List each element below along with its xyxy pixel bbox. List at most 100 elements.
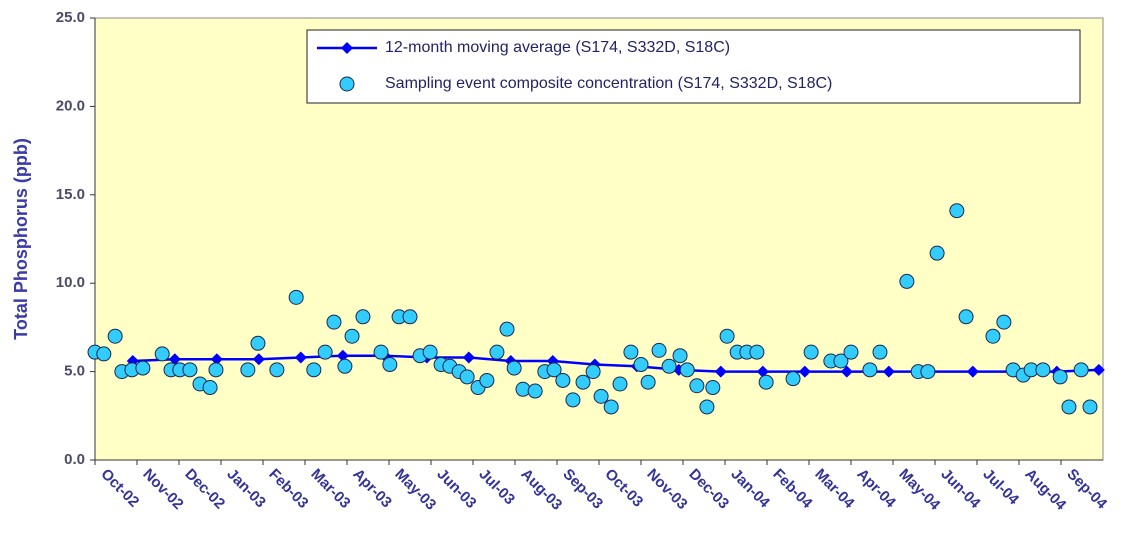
sample-point — [546, 362, 562, 378]
sample-point — [575, 374, 591, 390]
moving-average-marker — [336, 349, 349, 362]
sample-point — [1052, 369, 1068, 385]
x-tick-label: Jun-03 — [433, 466, 479, 512]
sample-point — [585, 364, 601, 380]
sample-point — [803, 344, 819, 360]
legend-label: 12-month moving average (S174, S332D, S1… — [385, 39, 730, 56]
moving-average-marker — [882, 365, 895, 378]
legend-box — [306, 29, 1081, 104]
x-tick-label: May-04 — [895, 466, 943, 514]
sample-point — [250, 335, 266, 351]
sample-point — [651, 342, 667, 358]
sample-point — [699, 399, 715, 415]
x-tick-label: May-03 — [391, 466, 439, 514]
x-tick-label: Aug-03 — [517, 466, 565, 514]
sample-point — [985, 328, 1001, 344]
legend-marker — [341, 42, 353, 54]
x-tick-label: Jul-03 — [475, 466, 518, 509]
sample-point — [758, 374, 774, 390]
legend-marker — [339, 76, 355, 92]
sample-point — [672, 348, 688, 364]
y-tick-label: 20.0 — [56, 97, 85, 114]
moving-average-marker — [966, 365, 979, 378]
sample-point — [208, 362, 224, 378]
sample-point — [326, 314, 342, 330]
x-tick-label: Mar-03 — [307, 466, 353, 512]
sample-point — [593, 388, 609, 404]
sample-point — [269, 362, 285, 378]
sample-point — [96, 346, 112, 362]
moving-average-marker — [210, 353, 223, 366]
x-tick-label: Nov-03 — [643, 466, 690, 513]
sample-point — [1073, 362, 1089, 378]
x-tick-label: Apr-03 — [349, 466, 395, 512]
sample-point — [1082, 399, 1098, 415]
y-tick-label: 5.0 — [64, 363, 85, 380]
moving-average-marker — [462, 351, 475, 364]
x-tick-label: Oct-03 — [601, 466, 646, 511]
x-tick-label: Apr-04 — [853, 466, 899, 512]
sample-point — [749, 344, 765, 360]
sample-point — [422, 344, 438, 360]
x-tick-label: Aug-04 — [1021, 466, 1069, 514]
sample-point — [689, 378, 705, 394]
x-tick-label: Jul-04 — [979, 466, 1022, 509]
sample-point — [202, 380, 218, 396]
x-tick-label: Sep-03 — [559, 466, 606, 513]
sample-point — [679, 362, 695, 378]
sample-point — [107, 328, 123, 344]
x-tick-label: Mar-04 — [811, 466, 858, 513]
sample-point — [640, 374, 656, 390]
x-tick-label: Feb-03 — [265, 466, 311, 512]
x-tick-label: Sep-04 — [1063, 466, 1110, 513]
moving-average-marker — [840, 365, 853, 378]
sample-point — [499, 321, 515, 337]
sample-point — [1035, 362, 1051, 378]
x-tick-label: Dec-03 — [685, 466, 732, 513]
sample-point — [899, 273, 915, 289]
sample-point — [373, 344, 389, 360]
sample-point — [479, 372, 495, 388]
sample-point — [920, 364, 936, 380]
sample-point — [719, 328, 735, 344]
moving-average-marker — [714, 365, 727, 378]
sample-point — [240, 362, 256, 378]
x-tick-label: Jun-04 — [937, 466, 984, 513]
sample-point — [872, 344, 888, 360]
moving-average-marker — [252, 353, 265, 366]
legend-label: Sampling event composite concentration (… — [385, 75, 832, 92]
sample-point — [344, 328, 360, 344]
sample-point — [555, 372, 571, 388]
y-tick-label: 10.0 — [56, 274, 85, 291]
sample-point — [1061, 399, 1077, 415]
sample-point — [527, 383, 543, 399]
sample-point — [612, 376, 628, 392]
x-tick-label: Jan-03 — [223, 466, 269, 512]
y-axis-label: Total Phosphorus (ppb) — [11, 138, 31, 340]
sample-point — [355, 309, 371, 325]
sample-point — [929, 245, 945, 261]
sample-point — [843, 344, 859, 360]
sample-point — [402, 309, 418, 325]
sample-point — [958, 309, 974, 325]
sample-point — [317, 344, 333, 360]
sample-point — [506, 360, 522, 376]
sample-point — [603, 399, 619, 415]
sample-point — [862, 362, 878, 378]
moving-average-marker — [798, 365, 811, 378]
sample-point — [382, 357, 398, 373]
moving-average-line — [132, 354, 1099, 373]
x-tick-label: Nov-02 — [139, 466, 186, 513]
sample-point — [833, 353, 849, 369]
x-tick-label: Jan-04 — [727, 466, 773, 512]
sample-point — [288, 289, 304, 305]
x-tick-label: Dec-02 — [181, 466, 228, 513]
moving-average-marker — [294, 351, 307, 364]
y-tick-label: 15.0 — [56, 186, 85, 203]
sample-point — [306, 362, 322, 378]
moving-average-marker — [1092, 363, 1105, 376]
sample-point — [154, 346, 170, 362]
sample-point — [182, 362, 198, 378]
